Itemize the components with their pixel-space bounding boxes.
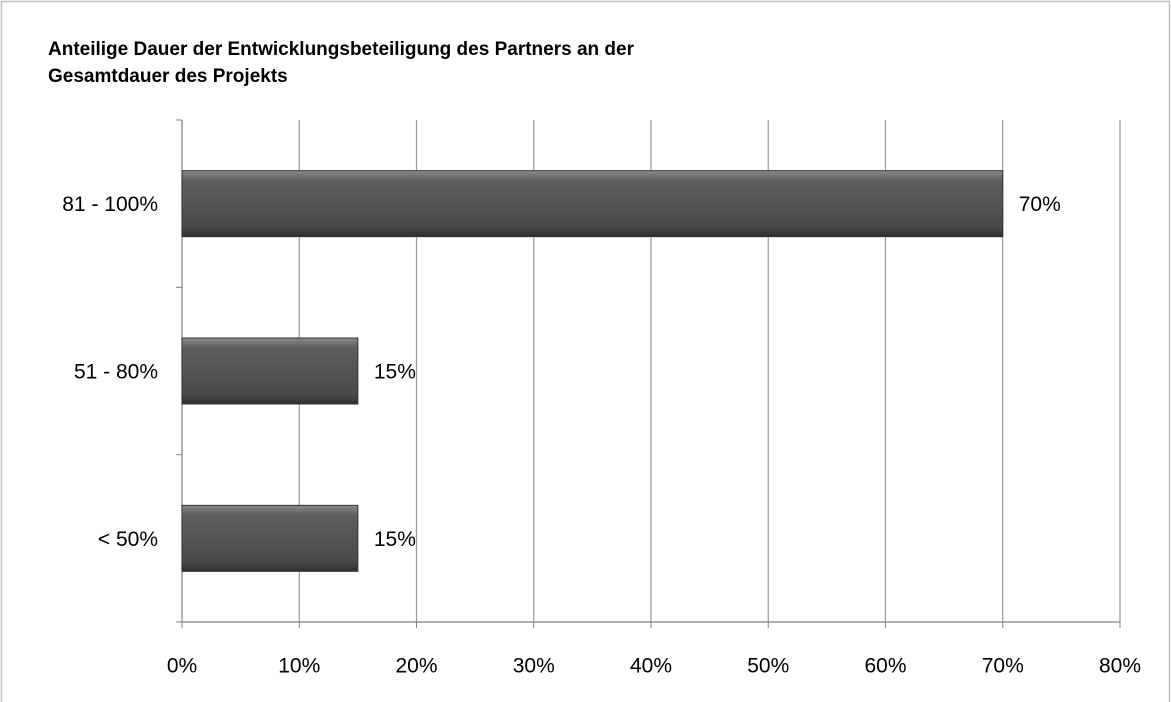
x-tick-label: 30% [513,655,555,678]
x-tick-label: 0% [167,655,197,678]
x-tick-label: 20% [395,655,437,678]
y-tick-label: 81 - 100% [62,193,158,216]
data-label: 15% [374,361,416,384]
x-tick-label: 10% [278,655,320,678]
x-tick-label: 70% [982,655,1024,678]
data-label: 70% [1019,193,1061,216]
chart-title: Anteilige Dauer der Entwicklungsbeteilig… [48,39,635,60]
bar [181,504,359,572]
y-tick-label: < 50% [98,528,158,551]
x-tick-label: 60% [864,655,906,678]
chart-title: Gesamtdauer des Projekts [48,66,288,87]
y-tick-label: 51 - 80% [74,361,158,384]
data-label: 15% [374,528,416,551]
bar [181,337,359,405]
x-tick-label: 40% [630,655,672,678]
bar [181,170,1004,238]
x-tick-label: 80% [1099,655,1141,678]
x-tick-label: 50% [747,655,789,678]
